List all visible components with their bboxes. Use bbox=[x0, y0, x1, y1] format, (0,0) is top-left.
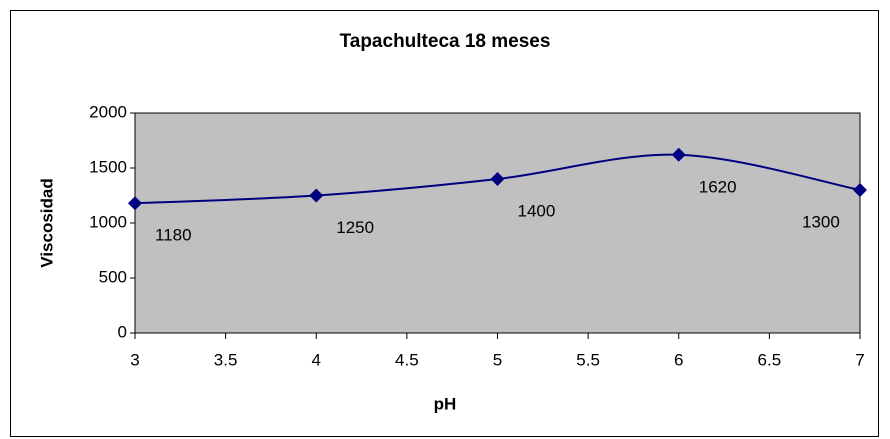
marker bbox=[490, 172, 505, 186]
x-tick-label: 6.5 bbox=[758, 350, 782, 369]
x-tick-label: 4.5 bbox=[395, 350, 419, 369]
x-tick-label: 5.5 bbox=[576, 350, 600, 369]
y-tick-label: 500 bbox=[99, 267, 127, 286]
x-tick-label: 3 bbox=[130, 350, 139, 369]
y-tick-label: 1500 bbox=[89, 157, 127, 176]
data-label: 1250 bbox=[336, 218, 374, 237]
x-tick-label: 6 bbox=[674, 350, 683, 369]
x-axis-label: pH bbox=[434, 394, 457, 413]
y-tick-label: 0 bbox=[118, 322, 127, 341]
y-axis-label: Viscosidad bbox=[37, 178, 56, 267]
x-tick-label: 5 bbox=[493, 350, 502, 369]
x-tick-label: 4 bbox=[312, 350, 321, 369]
marker bbox=[128, 196, 142, 211]
y-tick-label: 1000 bbox=[89, 212, 127, 231]
x-tick-label: 7 bbox=[855, 350, 864, 369]
marker bbox=[671, 147, 686, 162]
data-label: 1400 bbox=[518, 201, 556, 220]
data-label: 1620 bbox=[699, 177, 737, 196]
data-label: 1180 bbox=[155, 226, 192, 245]
marker bbox=[309, 188, 324, 203]
plot-area bbox=[134, 112, 861, 334]
data-label: 1300 bbox=[802, 212, 840, 231]
x-tick-label: 3.5 bbox=[214, 350, 238, 369]
y-tick-label: 2000 bbox=[89, 102, 127, 121]
chart-title: Tapachulteca 18 meses bbox=[340, 31, 551, 52]
marker bbox=[853, 183, 867, 197]
